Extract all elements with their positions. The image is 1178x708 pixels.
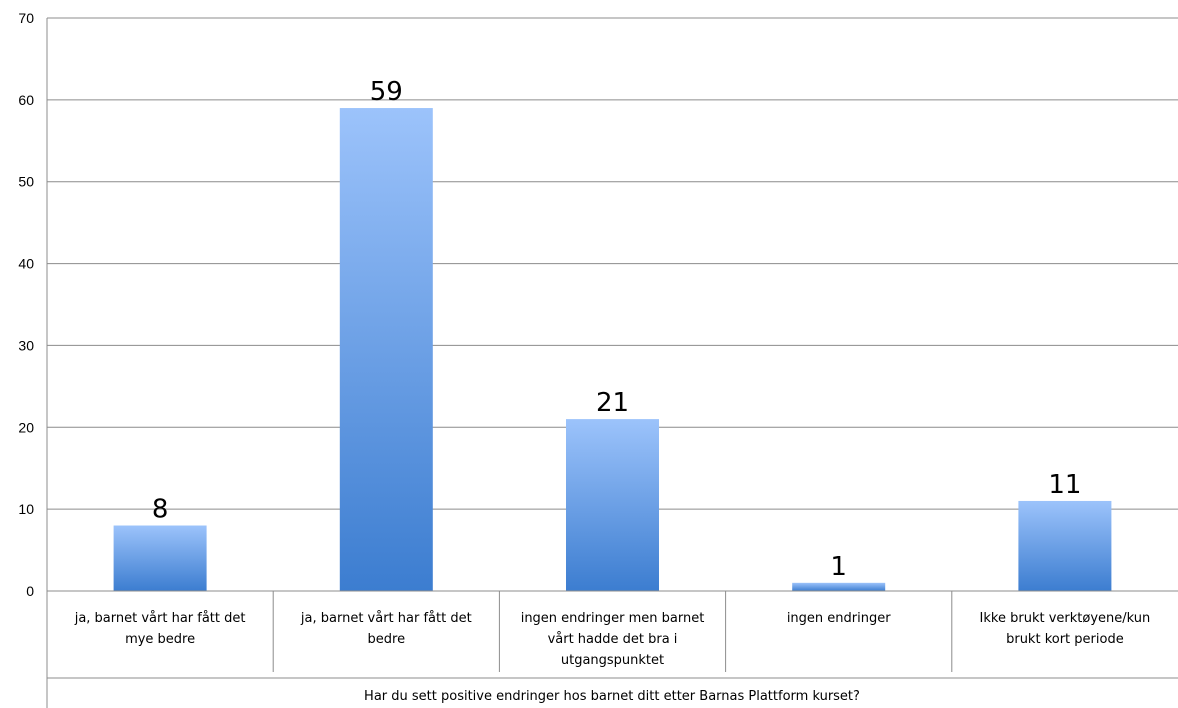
y-tick-label: 70 bbox=[18, 10, 34, 26]
bar bbox=[1018, 500, 1112, 591]
bars bbox=[113, 108, 1112, 592]
data-label: 8 bbox=[152, 495, 169, 525]
category-label: vårt hadde det bra i bbox=[548, 632, 678, 647]
x-axis-title: Har du sett positive endringer hos barne… bbox=[364, 689, 860, 704]
category-label: mye bedre bbox=[125, 632, 195, 647]
data-label: 1 bbox=[830, 552, 847, 582]
category-label: brukt kort periode bbox=[1006, 632, 1124, 647]
bar bbox=[792, 582, 886, 591]
bar bbox=[113, 525, 207, 591]
y-axis-ticks: 0 10 20 30 40 50 60 70 bbox=[18, 10, 34, 599]
category-label: ingen endringer men barnet bbox=[521, 611, 705, 626]
y-tick-label: 30 bbox=[18, 337, 34, 353]
y-tick-label: 50 bbox=[18, 174, 34, 190]
category-label: bedre bbox=[368, 632, 406, 647]
y-tick-label: 40 bbox=[18, 256, 34, 272]
category-label: ingen endringer bbox=[787, 611, 891, 626]
y-tick-label: 20 bbox=[18, 419, 34, 435]
y-tick-label: 10 bbox=[18, 501, 34, 517]
y-tick-label: 60 bbox=[18, 92, 34, 108]
category-label: Ikke brukt verktøyene/kun bbox=[980, 611, 1151, 626]
bar bbox=[339, 108, 433, 592]
axes bbox=[46, 18, 1178, 708]
category-labels: ja, barnet vårt har fått det mye bedre ja,… bbox=[74, 611, 1151, 668]
category-label: utgangspunktet bbox=[561, 653, 664, 668]
category-label: ja, barnet vårt har fått det bbox=[74, 611, 246, 626]
data-label: 59 bbox=[370, 77, 403, 107]
data-label: 21 bbox=[596, 388, 629, 418]
gridlines bbox=[47, 17, 1178, 510]
data-label: 11 bbox=[1048, 470, 1081, 500]
bar bbox=[566, 419, 659, 591]
y-tick-label: 0 bbox=[26, 583, 34, 599]
category-label: ja, barnet vårt har fått det bbox=[300, 611, 472, 626]
